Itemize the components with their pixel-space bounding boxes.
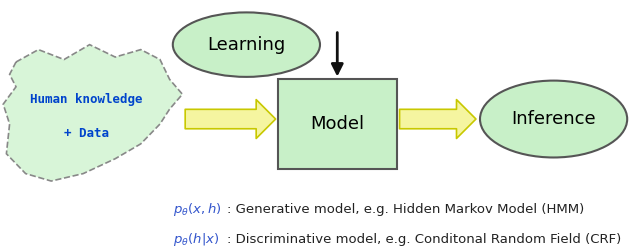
FancyArrowPatch shape [185,100,276,138]
Text: + Data: + Data [64,127,109,140]
Text: : Generative model, e.g. Hidden Markov Model (HMM): : Generative model, e.g. Hidden Markov M… [227,203,584,216]
Text: Human knowledge: Human knowledge [30,93,143,106]
Polygon shape [3,45,182,181]
Text: Inference: Inference [511,110,596,128]
Text: $p_{\theta}(h|x)$: $p_{\theta}(h|x)$ [173,231,219,248]
Ellipse shape [173,12,320,77]
Text: Model: Model [310,115,365,133]
Ellipse shape [480,81,627,157]
FancyArrowPatch shape [399,100,476,138]
Text: : Discriminative model, e.g. Conditonal Random Field (CRF): : Discriminative model, e.g. Conditonal … [227,233,621,246]
Text: Learning: Learning [207,36,285,54]
Text: $p_{\theta}(x, h)$: $p_{\theta}(x, h)$ [173,201,221,218]
FancyBboxPatch shape [278,79,397,169]
